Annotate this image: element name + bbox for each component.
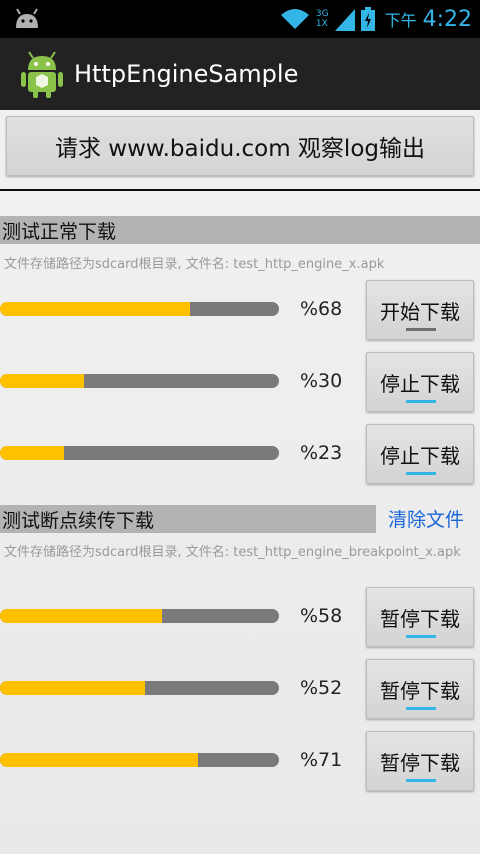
clock-period: 下午 — [384, 11, 417, 30]
button-label: 暂停下载 — [380, 606, 460, 631]
network-type-indicator: 3G 1X — [316, 9, 329, 29]
breakpoint-progress-bar-3 — [0, 753, 279, 767]
button-state-indicator — [406, 472, 436, 475]
pause-download-button-2[interactable]: 暂停下载 — [366, 659, 474, 719]
progress-fill — [0, 446, 65, 460]
normal-progress-label-3: %23 — [300, 442, 343, 464]
request-baidu-button[interactable]: 请求 www.baidu.com 观察log输出 — [6, 116, 474, 176]
button-label: 暂停下载 — [380, 678, 460, 703]
network-type-label: 3G — [315, 9, 329, 19]
normal-download-header: 测试正常下载 — [0, 216, 480, 244]
breakpoint-progress-label-2: %52 — [300, 677, 343, 699]
stop-download-button-2[interactable]: 停止下载 — [366, 424, 474, 484]
clear-files-link[interactable]: 清除文件 — [388, 509, 465, 531]
action-bar: HttpEngineSample — [0, 38, 480, 110]
breakpoint-download-header: 测试断点续传下载 — [0, 505, 376, 533]
pause-download-button-1[interactable]: 暂停下载 — [366, 587, 474, 647]
signal-icon — [334, 9, 355, 31]
button-state-indicator — [406, 635, 436, 638]
breakpoint-download-hint: 文件存储路径为sdcard根目录, 文件名: test_http_engine_… — [4, 545, 461, 560]
progress-fill — [0, 302, 190, 316]
normal-progress-bar-2 — [0, 374, 279, 388]
button-label: 开始下载 — [380, 299, 460, 324]
battery-icon — [360, 7, 375, 31]
progress-fill — [0, 681, 146, 695]
network-subtype-label: 1X — [315, 19, 328, 29]
breakpoint-progress-label-1: %58 — [300, 605, 343, 627]
progress-fill — [0, 609, 162, 623]
progress-fill — [0, 753, 199, 767]
normal-download-hint: 文件存储路径为sdcard根目录, 文件名: test_http_engine_… — [4, 257, 385, 272]
breakpoint-progress-bar-2 — [0, 681, 279, 695]
button-label: 停止下载 — [380, 443, 460, 468]
divider — [0, 189, 480, 191]
normal-progress-label-2: %30 — [300, 370, 343, 392]
stop-download-button-1[interactable]: 停止下载 — [366, 352, 474, 412]
app-android-icon — [21, 51, 63, 98]
breakpoint-progress-bar-1 — [0, 609, 279, 623]
app-title: HttpEngineSample — [74, 60, 299, 88]
button-label: 暂停下载 — [380, 750, 460, 775]
android-notification-icon — [16, 8, 38, 28]
button-state-indicator — [406, 707, 436, 710]
button-state-indicator — [406, 328, 436, 331]
clock: 4:22 — [422, 6, 472, 32]
button-state-indicator — [406, 779, 436, 782]
normal-progress-bar-1 — [0, 302, 279, 316]
start-download-button[interactable]: 开始下载 — [366, 280, 474, 340]
status-bar: 3G 1X 下午 4:22 — [0, 0, 480, 38]
progress-fill — [0, 374, 84, 388]
normal-progress-label-1: %68 — [300, 298, 343, 320]
button-state-indicator — [406, 400, 436, 403]
button-label: 停止下载 — [380, 371, 460, 396]
breakpoint-progress-label-3: %71 — [300, 749, 343, 771]
wifi-icon — [280, 9, 309, 29]
normal-progress-bar-3 — [0, 446, 279, 460]
pause-download-button-3[interactable]: 暂停下载 — [366, 731, 474, 791]
